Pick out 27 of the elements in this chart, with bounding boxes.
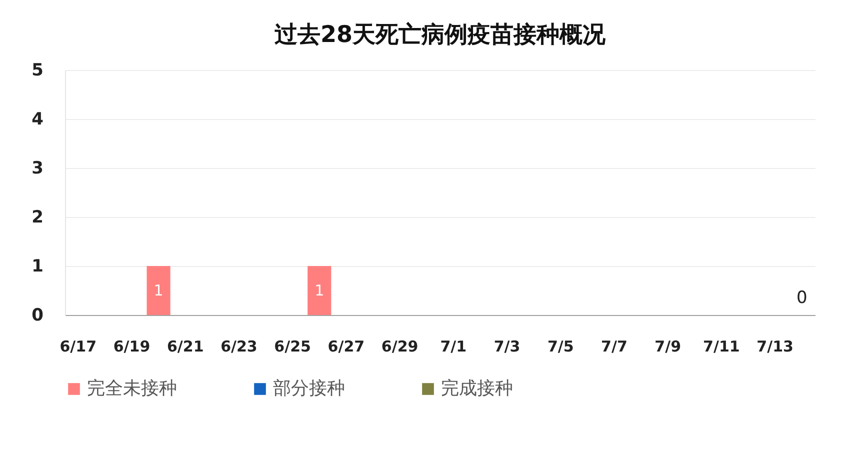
y-tick-label: 3 — [32, 158, 44, 178]
data-label: 1 — [314, 282, 324, 300]
x-tick-label: 7/3 — [494, 338, 520, 356]
x-tick-label: 6/25 — [274, 338, 311, 356]
data-label: 1 — [154, 282, 164, 300]
chart-title: 过去28天死亡病例疫苗接种概况 — [273, 21, 606, 48]
legend-label: 完成接种 — [441, 378, 513, 399]
x-tick-label: 6/23 — [220, 338, 258, 356]
y-tick-label: 2 — [32, 208, 44, 228]
x-tick-label: 7/5 — [547, 338, 574, 356]
y-tick-label: 5 — [32, 60, 44, 80]
x-tick-label: 6/19 — [113, 338, 150, 356]
x-tick-label: 6/27 — [328, 338, 365, 356]
y-tick-label: 4 — [32, 110, 44, 130]
x-tick-label: 7/7 — [601, 338, 628, 356]
x-tick-label: 6/21 — [166, 338, 204, 356]
total-label: 0 — [796, 288, 808, 308]
x-tick-label: 7/1 — [440, 338, 467, 356]
legend-label: 部分接种 — [273, 378, 345, 399]
x-tick-label: 7/11 — [703, 338, 740, 356]
x-tick-label: 7/13 — [756, 338, 794, 356]
x-tick-label: 6/29 — [381, 338, 418, 356]
x-tick-label: 7/9 — [654, 338, 682, 356]
y-tick-label: 1 — [32, 256, 44, 276]
legend-label: 完全未接种 — [87, 378, 177, 399]
x-tick-label: 6/17 — [60, 338, 97, 356]
y-tick-label: 0 — [32, 306, 44, 326]
